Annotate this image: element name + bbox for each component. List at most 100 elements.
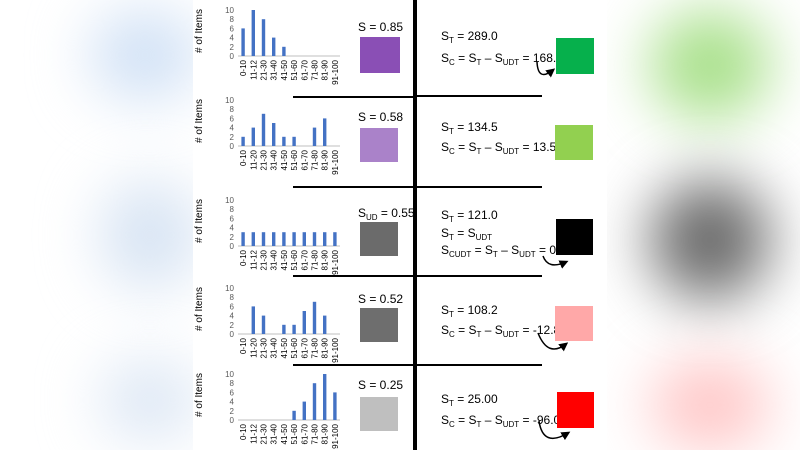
result-swatch-1	[556, 38, 594, 74]
y-tick-label: 10	[225, 196, 234, 205]
bg-blur-blue-1	[90, 10, 200, 100]
bar	[292, 232, 296, 246]
st-line-4: ST = 108.2	[441, 303, 498, 319]
x-tick-label: 41-50	[280, 337, 289, 358]
separator-left-1	[293, 96, 413, 98]
y-tick-label: 10	[225, 96, 234, 105]
s-label-2: S = 0.58	[358, 110, 404, 124]
y-tick-label: 0	[230, 416, 235, 425]
x-tick-label: 51-60	[290, 337, 299, 358]
x-tick-label: 31-40	[270, 149, 279, 170]
y-tick-label: 4	[230, 34, 235, 43]
bg-blur-black	[650, 180, 770, 300]
x-tick-label: 91-100	[331, 249, 340, 274]
st-line-1: ST = 289.0	[441, 29, 498, 45]
y-tick-label: 6	[230, 388, 235, 397]
x-tick-label: 21-30	[260, 337, 269, 358]
bar	[272, 232, 276, 246]
bar	[333, 392, 337, 420]
result-swatch-3	[556, 219, 593, 255]
x-tick-label: 21-30	[260, 249, 269, 270]
score-swatch-2	[360, 128, 398, 162]
bar	[323, 315, 327, 334]
separator-right-4	[417, 364, 542, 366]
bar	[323, 232, 327, 246]
x-tick-label: 11-20	[249, 149, 258, 169]
bg-blur-red	[650, 360, 770, 450]
bar	[282, 232, 286, 246]
x-tick-label: 31-40	[270, 423, 279, 444]
x-tick-label: 21-30	[260, 149, 269, 170]
s-label-5: S = 0.25	[358, 378, 404, 392]
st-udt-line-3: ST = SUDT	[441, 226, 493, 242]
y-tick-label: 8	[230, 105, 235, 114]
x-tick-label: 31-40	[270, 249, 279, 270]
bar	[282, 46, 286, 56]
separator-right-2	[417, 186, 542, 188]
bar	[261, 19, 266, 56]
x-tick-label: 91-100	[331, 423, 340, 448]
y-tick-label: 4	[230, 312, 235, 321]
bar	[302, 401, 306, 420]
bar	[312, 232, 317, 246]
x-tick-label: 61-70	[300, 59, 309, 80]
separator-right-3	[417, 275, 542, 277]
bar	[312, 301, 317, 334]
x-tick-label: 41-50	[280, 149, 289, 170]
y-tick-label: 8	[230, 293, 235, 302]
bar	[312, 383, 317, 420]
x-tick-label: 71-80	[311, 249, 320, 270]
y-tick-label: 2	[230, 407, 235, 416]
score-swatch-4	[360, 308, 398, 342]
y-tick-label: 2	[230, 321, 235, 330]
bar	[261, 113, 266, 146]
bar	[272, 123, 276, 146]
x-tick-label: 11-12	[249, 423, 258, 443]
x-tick-label: 61-70	[300, 149, 309, 170]
y-tick-label: 8	[230, 205, 235, 214]
x-tick-label: 21-30	[260, 423, 269, 444]
x-tick-label: 0-10	[239, 337, 248, 354]
x-tick-label: 61-70	[300, 423, 309, 444]
x-tick-label: 0-10	[239, 423, 248, 440]
score-swatch-5	[360, 397, 398, 431]
x-tick-label: 91-100	[331, 337, 340, 362]
sc-line-1: SC = ST – SUDT = 168.0	[441, 51, 563, 67]
y-tick-label: 0	[230, 142, 235, 151]
st-line-2: ST = 134.5	[441, 120, 498, 136]
y-tick-label: 8	[230, 379, 235, 388]
x-tick-label: 41-50	[280, 59, 289, 80]
y-axis-label: # of Items	[194, 199, 205, 243]
bar	[333, 232, 337, 246]
y-tick-label: 2	[230, 43, 235, 52]
x-tick-label: 81-90	[321, 423, 330, 444]
bar	[323, 118, 327, 146]
x-tick-label: 71-80	[311, 337, 320, 358]
bar	[312, 127, 317, 146]
x-tick-label: 71-80	[311, 59, 320, 80]
center-divider	[413, 0, 417, 450]
x-tick-label: 51-60	[290, 423, 299, 444]
sc-line-4: SC = ST – SUDT = -12.8	[441, 323, 561, 339]
bar	[282, 136, 286, 146]
x-tick-label: 91-100	[331, 59, 340, 84]
x-tick-label: 61-70	[300, 337, 309, 358]
separator-right-1	[417, 95, 542, 97]
x-tick-label: 51-60	[290, 249, 299, 270]
x-tick-label: 71-80	[311, 423, 320, 444]
score-swatch-3	[360, 222, 398, 256]
y-tick-label: 0	[230, 242, 235, 251]
bar	[302, 311, 306, 334]
x-tick-label: 91-100	[331, 149, 340, 174]
y-tick-label: 4	[230, 398, 235, 407]
y-tick-label: 0	[230, 330, 235, 339]
bar	[241, 28, 245, 56]
bar	[251, 306, 255, 334]
bar	[261, 315, 266, 334]
x-tick-label: 41-50	[280, 249, 289, 270]
y-tick-label: 6	[230, 24, 235, 33]
y-tick-label: 6	[230, 302, 235, 311]
s-label-3: SUD = 0.55	[358, 206, 415, 222]
st-line-5: ST = 25.00	[441, 392, 498, 408]
